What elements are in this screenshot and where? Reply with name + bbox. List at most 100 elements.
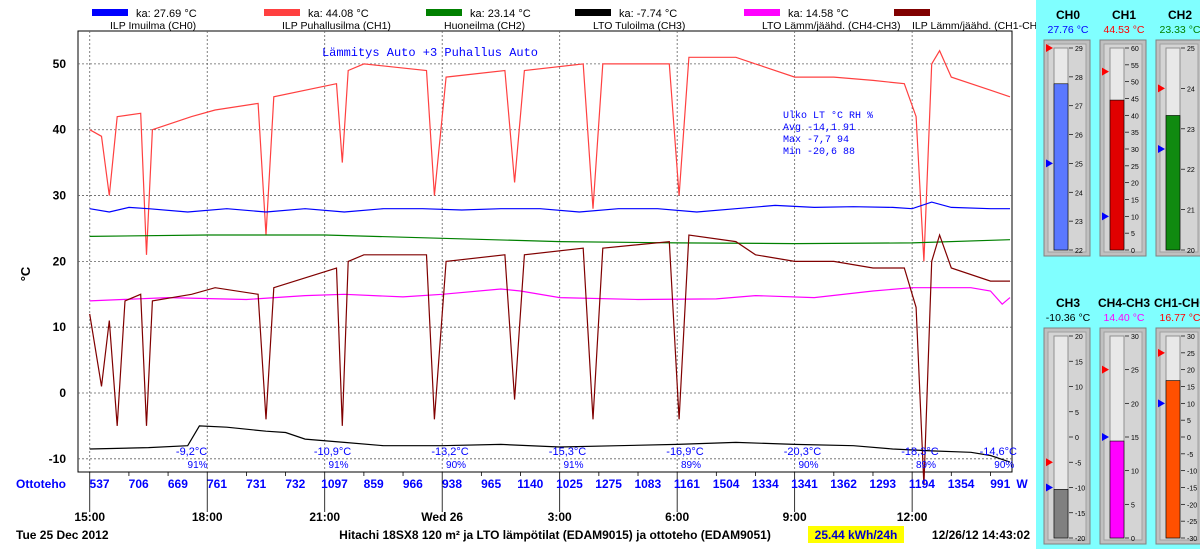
gauge-name: CH0 — [1055, 8, 1080, 22]
gauge-ch4-ch3: CH4-CH3 14.40 °C 30 25 20 15 10 5 0 — [1098, 292, 1151, 545]
y-axis: -10 0 10 20 30 40 50 — [49, 57, 67, 466]
gauge-tick-label: -5 — [1187, 452, 1193, 459]
gauge-fill — [1165, 115, 1181, 251]
outdoor-temp-label: -20,3°C — [784, 446, 821, 458]
gauge-tick-label: -15 — [1187, 486, 1197, 493]
power-value: 1161 — [674, 477, 700, 491]
gauge-tick-label: 15 — [1131, 435, 1139, 442]
stats-line: Min -20,6 88 — [783, 146, 855, 158]
outdoor-rh-label: 89% — [916, 460, 936, 471]
gauge-tick-label: 5 — [1075, 410, 1079, 417]
gauge-tick-label: -25 — [1187, 519, 1197, 526]
gauge-tick-label: 55 — [1131, 63, 1139, 70]
legend-label: Huoneilma (CH2) — [444, 20, 525, 32]
gauge-tick-label: 22 — [1187, 167, 1195, 174]
legend-swatch — [264, 9, 300, 16]
power-value: 965 — [481, 477, 501, 491]
y-tick-label: 20 — [53, 254, 67, 268]
gauge-tick-label: 20 — [1187, 248, 1195, 255]
gauge-high-marker — [1046, 458, 1053, 467]
gauge-tick-label: 15 — [1187, 385, 1195, 392]
power-value: 1341 — [791, 477, 818, 491]
series-line-0 — [89, 49, 1011, 262]
gauge-low-marker — [1158, 399, 1165, 408]
gauge-low-marker — [1046, 483, 1053, 492]
footer-title: Hitachi 18SX8 120 m² ja LTO lämpötilat (… — [339, 528, 771, 542]
gauge-tick-label: 21 — [1187, 208, 1195, 215]
gauge-tick-label: 60 — [1131, 46, 1139, 53]
gauge-scale: 20 15 10 5 0 -5 -10 -15 -20 — [1043, 327, 1091, 545]
gauge-tick-label: 20 — [1187, 368, 1195, 375]
footer-timestamp: 12/26/12 14:43:02 — [932, 528, 1030, 542]
gauge-high-marker — [1158, 348, 1165, 357]
outdoor-rh-label: 90% — [994, 460, 1014, 471]
outdoor-rh-label: 91% — [329, 460, 349, 471]
gauge-ch1: CH1 44.53 °C 60 55 50 45 40 35 30 25 20 15 10 5 0 — [1098, 4, 1150, 257]
gauge-scale: 29 28 27 26 25 24 23 22 — [1043, 39, 1091, 257]
legend-label: LTO Tuloilma (CH3) — [593, 20, 685, 32]
gauge-value: 44.53 °C — [1103, 24, 1145, 36]
gauge-name: CH4-CH3 — [1098, 296, 1151, 310]
x-tick-label: Wed 26 — [421, 510, 463, 524]
gauge-high-marker — [1046, 44, 1053, 52]
power-value: 1293 — [869, 477, 896, 491]
outdoor-temp-label: -16,9°C — [666, 446, 703, 458]
power-value: 966 — [403, 477, 423, 491]
legend-swatch — [92, 9, 128, 16]
x-tick-label: 6:00 — [665, 510, 689, 524]
energy-badge-bg — [808, 526, 904, 543]
series-line-4 — [89, 233, 1010, 486]
gauge-tick-label: 0 — [1131, 248, 1135, 255]
gauge-tick-label: 10 — [1131, 214, 1139, 221]
gauge-tick-label: 25 — [1131, 164, 1139, 171]
x-axis: 15:00 18:00 21:00 Wed 26 3:00 6:00 9:00 12:00 — [74, 510, 927, 524]
power-value: 537 — [90, 477, 110, 491]
legend-label: ILP Puhallusilma (CH1) — [282, 20, 391, 32]
series-line-5 — [89, 425, 1011, 463]
gauge-value: -10.36 °C — [1045, 312, 1091, 324]
gauge-low-marker — [1102, 433, 1109, 441]
energy-badge: 25.44 kWh/24h — [815, 528, 898, 542]
legend-avg: ka: 23.14 °C — [470, 8, 531, 20]
gauge-high-marker — [1102, 365, 1109, 374]
gauge-tick-label: 23 — [1075, 219, 1083, 226]
gauge-low-marker — [1046, 159, 1053, 168]
gauge-ch0: CH0 27.76 °C 29 28 27 26 25 24 23 22 — [1042, 4, 1094, 257]
gauge-scale: 30 25 20 15 10 5 0 — [1099, 327, 1147, 545]
gauge-scale: 25 24 23 22 21 20 — [1155, 39, 1200, 257]
power-value: 1097 — [321, 477, 348, 491]
legend-swatch — [894, 9, 930, 16]
outdoor-rh-label: 91% — [564, 460, 584, 471]
legend-avg: ka: 44.08 °C — [308, 8, 369, 20]
gauge-high-marker — [1158, 84, 1165, 93]
gauge-tick-label: 25 — [1187, 351, 1195, 358]
y-tick-label: -10 — [49, 452, 67, 466]
gauge-tick-label: 0 — [1187, 435, 1191, 442]
series-line-1 — [89, 201, 1010, 213]
outdoor-temp-label: -13,2°C — [431, 446, 468, 458]
grid — [78, 31, 1012, 512]
gauge-name: CH1 — [1111, 8, 1136, 22]
outdoor-temp-label: -10,9°C — [314, 446, 351, 458]
gauge-tick-label: 10 — [1131, 469, 1139, 476]
gauge-name: CH2 — [1167, 8, 1192, 22]
power-value: 991 — [990, 477, 1010, 491]
gauge-tick-label: 20 — [1131, 401, 1139, 408]
x-tick-label: 15:00 — [74, 510, 105, 524]
gauge-tick-label: -5 — [1075, 460, 1081, 467]
outdoor-temp-label: -9,2°C — [176, 446, 207, 458]
outdoor-temp-label: -18,3°C — [901, 446, 938, 458]
gauge-tick-label: -20 — [1187, 502, 1197, 509]
gauge-tick-label: 26 — [1075, 133, 1083, 140]
power-value: 1140 — [517, 477, 543, 491]
power-value: 706 — [129, 477, 149, 491]
stats-line: Ulko LT °C RH % — [783, 110, 873, 122]
gauge-panel: CH0 27.76 °C 29 28 27 26 25 24 23 22 CH1 44.53 °C 60… — [1036, 0, 1200, 549]
gauge-name: CH1-CH0 — [1154, 296, 1200, 310]
gauge-tick-label: 27 — [1075, 104, 1083, 111]
gauge-tick-label: -15 — [1075, 511, 1085, 518]
